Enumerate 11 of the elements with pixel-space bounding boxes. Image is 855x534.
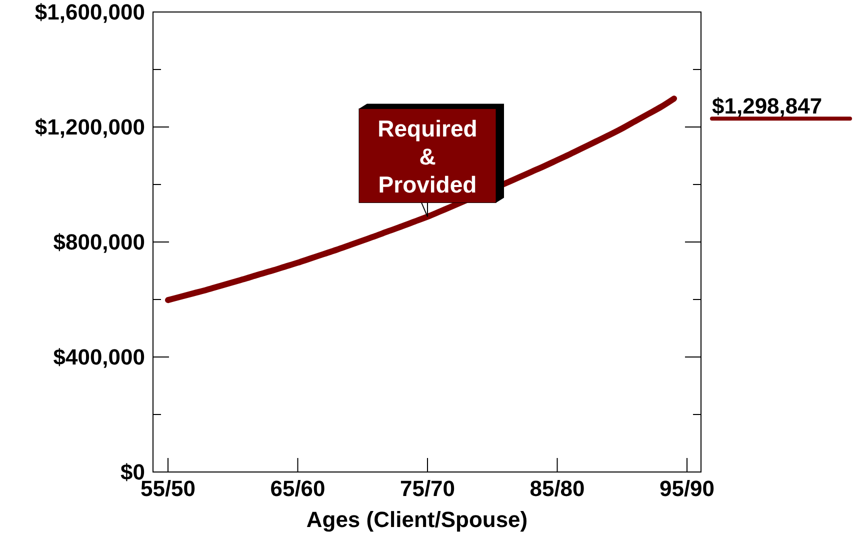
x-tick-label: 85/80 — [530, 476, 585, 501]
data-label: $1,298,847 — [712, 94, 822, 119]
x-tick-label: 75/70 — [400, 476, 456, 501]
x-tick-label: 65/60 — [270, 476, 326, 501]
x-tick-label: 95/90 — [659, 476, 715, 501]
x-axis-title: Ages (Client/Spouse) — [306, 507, 528, 532]
y-tick-label: $400,000 — [53, 344, 145, 370]
series-label: Required & Provided — [378, 116, 478, 198]
y-tick-label: $800,000 — [53, 230, 145, 255]
y-tick-label: $1,600,000 — [34, 0, 145, 25]
y-tick-label: $1,200,000 — [34, 114, 145, 140]
